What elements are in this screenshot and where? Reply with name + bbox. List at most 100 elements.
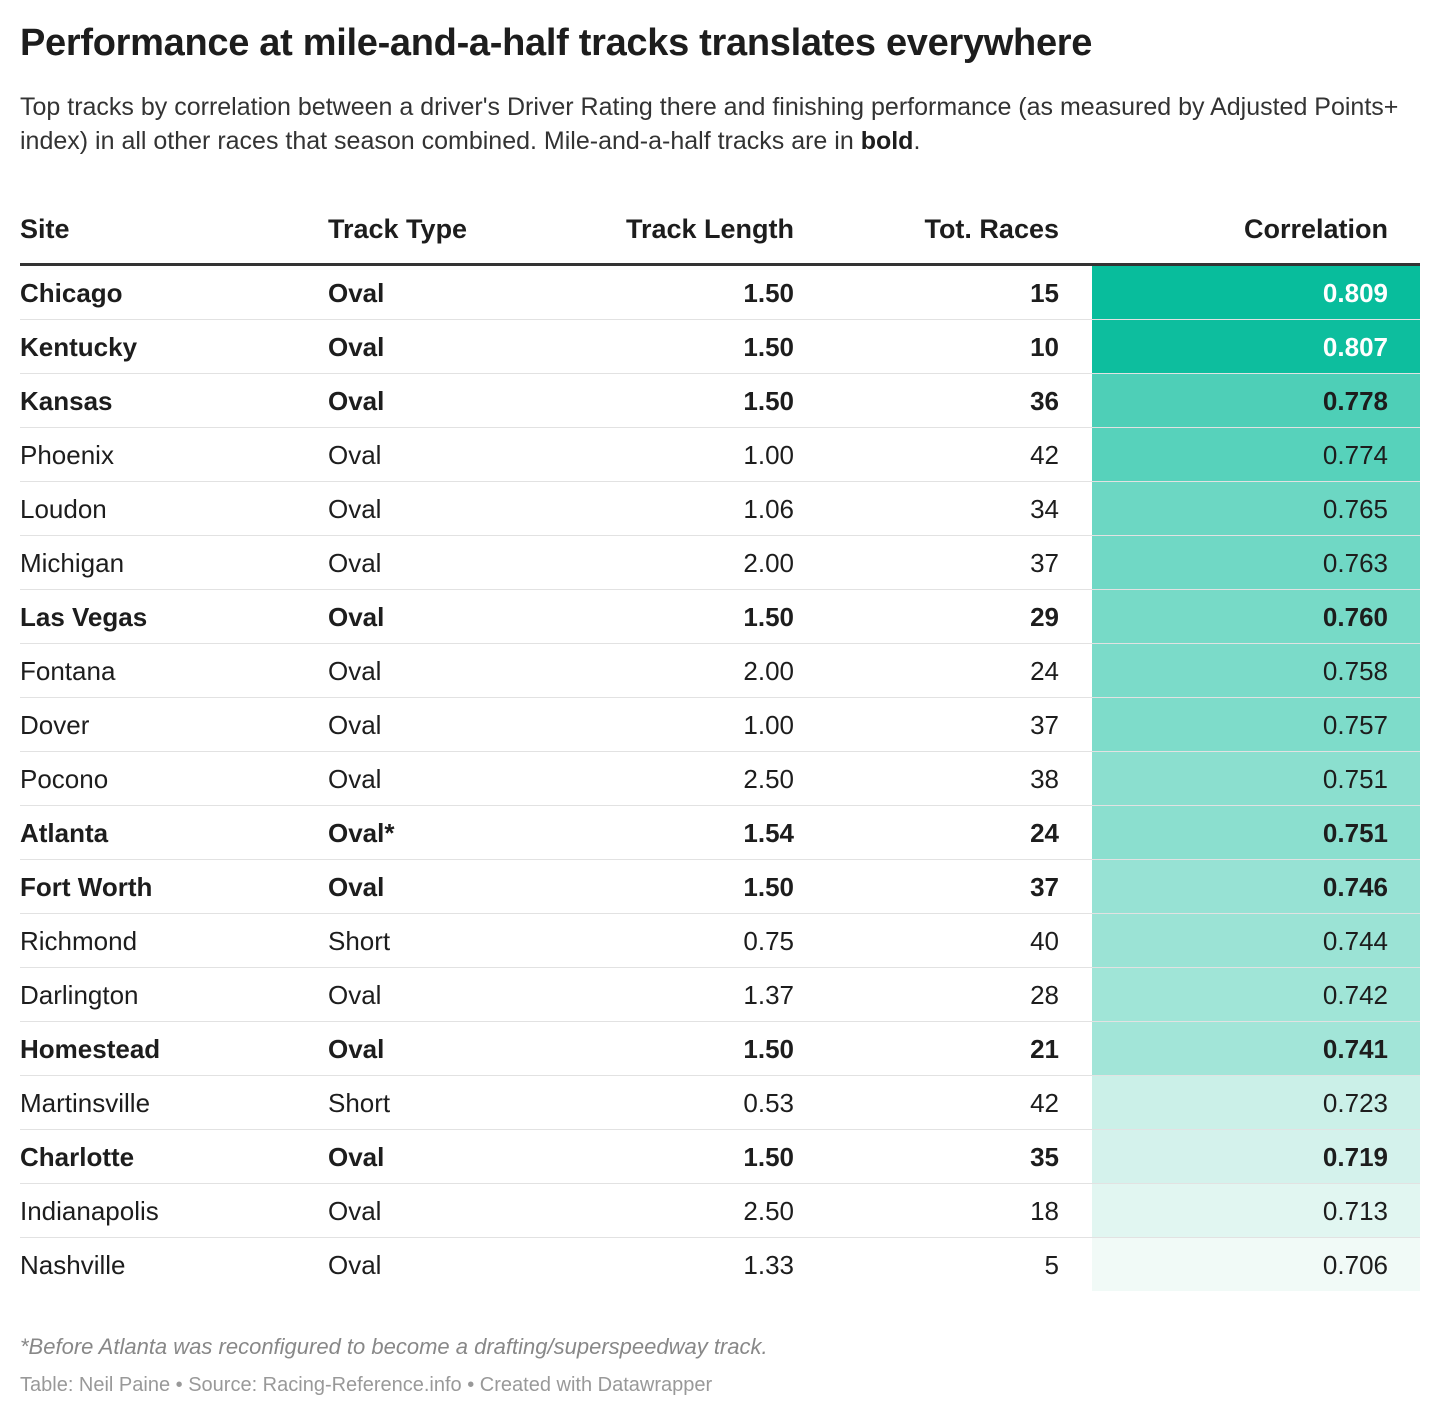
cell-track-length: 1.06 [743, 494, 794, 524]
cell-site: Atlanta [20, 818, 109, 848]
cell-tot-races: 35 [1030, 1142, 1059, 1172]
data-table: Site Track Type Track Length Tot. Races … [20, 200, 1420, 1292]
cell-correlation: 0.765 [1092, 482, 1420, 535]
cell-correlation: 0.807 [1092, 320, 1420, 373]
cell-track-type: Oval [328, 440, 382, 470]
cell-track-length: 1.33 [743, 1250, 794, 1280]
cell-track-type: Oval [328, 656, 382, 686]
header-tot-races[interactable]: Tot. Races [924, 214, 1059, 244]
table-row: Indianapolis Oval 2.50 18 0.713 [20, 1184, 1420, 1238]
header-track-length[interactable]: Track Length [625, 214, 794, 244]
cell-site: Charlotte [20, 1142, 135, 1172]
header-track-type[interactable]: Track Type [328, 214, 468, 244]
subtitle-bold-word: bold [860, 127, 914, 155]
cell-track-type: Oval [328, 872, 385, 902]
cell-site: Homestead [20, 1034, 161, 1064]
cell-tot-races: 15 [1030, 278, 1059, 308]
cell-track-length: 1.54 [743, 818, 794, 848]
cell-correlation: 0.778 [1092, 374, 1420, 427]
cell-correlation: 0.751 [1092, 806, 1420, 859]
cell-track-length: 0.53 [743, 1088, 794, 1118]
cell-track-type: Oval [328, 980, 382, 1010]
cell-site: Phoenix [20, 440, 114, 470]
cell-track-length: 1.50 [743, 332, 794, 362]
table-row: Martinsville Short 0.53 42 0.723 [20, 1076, 1420, 1130]
cell-site: Fontana [20, 656, 116, 686]
cell-tot-races: 40 [1030, 926, 1059, 956]
cell-correlation: 0.741 [1092, 1022, 1420, 1075]
cell-tot-races: 24 [1030, 818, 1059, 848]
cell-correlation: 0.746 [1092, 860, 1420, 913]
cell-track-length: 1.50 [743, 872, 794, 902]
cell-correlation: 0.719 [1092, 1130, 1420, 1183]
cell-correlation: 0.751 [1092, 752, 1420, 805]
cell-tot-races: 37 [1030, 710, 1059, 740]
subtitle-text: Top tracks by correlation between a driv… [20, 93, 1399, 155]
cell-site: Nashville [20, 1250, 126, 1280]
cell-correlation: 0.742 [1092, 968, 1420, 1021]
cell-correlation: 0.706 [1092, 1238, 1420, 1291]
cell-site: Richmond [20, 926, 138, 956]
cell-site: Michigan [20, 548, 125, 578]
cell-track-type: Short [328, 926, 391, 956]
cell-site: Dover [20, 710, 90, 740]
cell-tot-races: 21 [1030, 1034, 1059, 1064]
cell-track-type: Oval [328, 1034, 385, 1064]
table-row: Nashville Oval 1.33 5 0.706 [20, 1238, 1420, 1292]
cell-correlation: 0.757 [1092, 698, 1420, 751]
cell-track-type: Oval [328, 1196, 382, 1226]
cell-track-length: 2.00 [743, 548, 794, 578]
cell-tot-races: 38 [1030, 764, 1059, 794]
subtitle-end: . [913, 127, 921, 155]
footnote: *Before Atlanta was reconfigured to beco… [20, 1334, 768, 1359]
cell-correlation: 0.758 [1092, 644, 1420, 697]
cell-tot-races: 42 [1030, 1088, 1059, 1118]
header-correlation[interactable]: Correlation [1243, 214, 1388, 244]
cell-tot-races: 28 [1030, 980, 1059, 1010]
cell-site: Darlington [20, 980, 139, 1010]
table-row: Dover Oval 1.00 37 0.757 [20, 698, 1420, 752]
cell-track-length: 1.37 [743, 980, 794, 1010]
cell-correlation: 0.713 [1092, 1184, 1420, 1237]
cell-tot-races: 34 [1030, 494, 1059, 524]
cell-track-length: 2.50 [743, 764, 794, 794]
cell-track-length: 1.50 [743, 1142, 794, 1172]
credit-line: Table: Neil Paine • Source: Racing-Refer… [20, 1374, 713, 1396]
cell-track-length: 1.50 [743, 386, 794, 416]
header-site[interactable]: Site [20, 214, 70, 244]
cell-tot-races: 5 [1044, 1250, 1059, 1280]
table-row: Fontana Oval 2.00 24 0.758 [20, 644, 1420, 698]
table-row: Chicago Oval 1.50 15 0.809 [20, 266, 1420, 320]
cell-correlation: 0.809 [1092, 266, 1420, 319]
page-title: Performance at mile-and-a-half tracks tr… [20, 22, 1093, 64]
cell-track-length: 1.50 [743, 1034, 794, 1064]
cell-track-type: Oval [328, 764, 382, 794]
cell-track-type: Oval [328, 386, 385, 416]
cell-correlation: 0.774 [1092, 428, 1420, 481]
cell-track-type: Oval [328, 710, 382, 740]
cell-track-length: 0.75 [743, 926, 794, 956]
table-row: Charlotte Oval 1.50 35 0.719 [20, 1130, 1420, 1184]
cell-tot-races: 29 [1030, 602, 1059, 632]
cell-site: Indianapolis [20, 1196, 159, 1226]
cell-track-type: Oval [328, 1250, 382, 1280]
cell-correlation: 0.760 [1092, 590, 1420, 643]
table-row: Darlington Oval 1.37 28 0.742 [20, 968, 1420, 1022]
table-header: Site Track Type Track Length Tot. Races … [20, 200, 1420, 266]
cell-correlation: 0.744 [1092, 914, 1420, 967]
cell-correlation: 0.763 [1092, 536, 1420, 589]
cell-track-length: 1.00 [743, 710, 794, 740]
cell-tot-races: 37 [1030, 548, 1059, 578]
cell-site: Loudon [20, 494, 107, 524]
cell-site: Kentucky [20, 332, 138, 362]
cell-tot-races: 24 [1030, 656, 1059, 686]
cell-site: Fort Worth [20, 872, 153, 902]
cell-site: Kansas [20, 386, 113, 416]
cell-track-length: 1.50 [743, 278, 794, 308]
cell-track-type: Oval [328, 1142, 385, 1172]
cell-track-type: Oval [328, 602, 385, 632]
cell-track-length: 2.50 [743, 1196, 794, 1226]
table-row: Las Vegas Oval 1.50 29 0.760 [20, 590, 1420, 644]
table-body: Chicago Oval 1.50 15 0.809 Kentucky Oval 1.50 10… [20, 266, 1420, 1292]
cell-tot-races: 18 [1030, 1196, 1059, 1226]
